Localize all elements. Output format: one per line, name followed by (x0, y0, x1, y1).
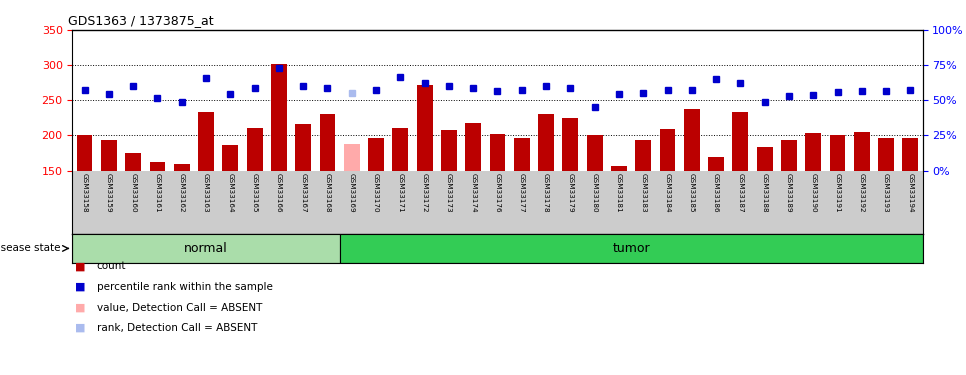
Text: ■: ■ (75, 323, 86, 333)
Bar (732, 112, 749, 171)
Text: value, Detection Call = ABSENT: value, Detection Call = ABSENT (97, 303, 262, 312)
Text: GSM33159: GSM33159 (106, 172, 112, 212)
Bar (466, 123, 481, 171)
Text: GSM33185: GSM33185 (689, 172, 695, 212)
Bar (76, 135, 93, 171)
Text: GSM33174: GSM33174 (470, 172, 476, 212)
Bar (441, 130, 457, 171)
Bar (806, 133, 821, 171)
Bar (611, 166, 627, 171)
Bar (126, 153, 141, 171)
Text: ■: ■ (75, 261, 86, 271)
Bar (174, 164, 189, 171)
Text: GSM33192: GSM33192 (859, 172, 865, 212)
Bar (416, 85, 433, 171)
Bar (392, 128, 409, 171)
Bar (320, 114, 335, 171)
Bar (514, 138, 529, 171)
Bar (368, 138, 384, 171)
Bar (344, 144, 359, 171)
Bar (902, 138, 919, 171)
Bar (830, 135, 845, 171)
Text: tumor: tumor (612, 242, 650, 255)
Bar (756, 147, 773, 171)
Text: GSM33178: GSM33178 (543, 172, 549, 212)
Text: percentile rank within the sample: percentile rank within the sample (97, 282, 272, 292)
Bar (781, 140, 797, 171)
Bar (198, 112, 213, 171)
Bar (271, 64, 287, 171)
Bar (854, 132, 869, 171)
Text: GSM33164: GSM33164 (227, 172, 234, 212)
Text: ■: ■ (75, 303, 86, 312)
Bar (586, 135, 603, 171)
Text: GSM33184: GSM33184 (665, 172, 670, 212)
Bar (684, 110, 699, 171)
Bar (246, 128, 263, 171)
Text: disease state: disease state (0, 243, 60, 254)
Text: GSM33191: GSM33191 (835, 172, 840, 212)
Text: rank, Detection Call = ABSENT: rank, Detection Call = ABSENT (97, 323, 257, 333)
Text: GSM33168: GSM33168 (325, 172, 330, 212)
Text: GSM33181: GSM33181 (616, 172, 622, 212)
Bar (708, 157, 724, 171)
Text: GSM33180: GSM33180 (591, 172, 598, 212)
Bar (150, 162, 165, 171)
Text: normal: normal (185, 242, 228, 255)
Bar (101, 140, 117, 171)
Bar (538, 114, 554, 171)
Text: GSM33171: GSM33171 (397, 172, 404, 212)
Text: GSM33160: GSM33160 (130, 172, 136, 212)
Bar (660, 129, 675, 171)
Bar (72, 234, 340, 262)
Bar (296, 123, 311, 171)
Text: GSM33169: GSM33169 (349, 172, 355, 212)
Text: GSM33177: GSM33177 (519, 172, 525, 212)
Text: GSM33193: GSM33193 (883, 172, 889, 212)
Bar (562, 118, 579, 171)
Text: GSM33165: GSM33165 (251, 172, 258, 212)
Bar (222, 146, 239, 171)
Text: GSM33170: GSM33170 (373, 172, 379, 212)
Bar (340, 234, 923, 262)
Text: GSM33183: GSM33183 (640, 172, 646, 212)
Text: GSM33179: GSM33179 (567, 172, 574, 212)
Text: GSM33167: GSM33167 (300, 172, 306, 212)
Text: GSM33186: GSM33186 (713, 172, 719, 212)
Text: GSM33189: GSM33189 (786, 172, 792, 212)
Text: GSM33163: GSM33163 (203, 172, 209, 212)
Text: GSM33173: GSM33173 (446, 172, 452, 212)
Text: count: count (97, 261, 127, 271)
Bar (636, 140, 651, 171)
Text: GSM33162: GSM33162 (179, 172, 185, 212)
Bar (490, 134, 505, 171)
Text: GSM33190: GSM33190 (810, 172, 816, 212)
Text: GSM33188: GSM33188 (761, 172, 768, 212)
Bar (878, 138, 894, 171)
Text: GSM33194: GSM33194 (907, 172, 914, 212)
Text: ■: ■ (75, 282, 86, 292)
Text: GSM33176: GSM33176 (495, 172, 500, 212)
Text: GSM33172: GSM33172 (421, 172, 428, 212)
Text: GSM33166: GSM33166 (276, 172, 282, 212)
Text: GSM33158: GSM33158 (81, 172, 88, 212)
Text: GDS1363 / 1373875_at: GDS1363 / 1373875_at (69, 15, 213, 27)
Text: GSM33187: GSM33187 (737, 172, 744, 212)
Text: GSM33161: GSM33161 (155, 172, 160, 212)
